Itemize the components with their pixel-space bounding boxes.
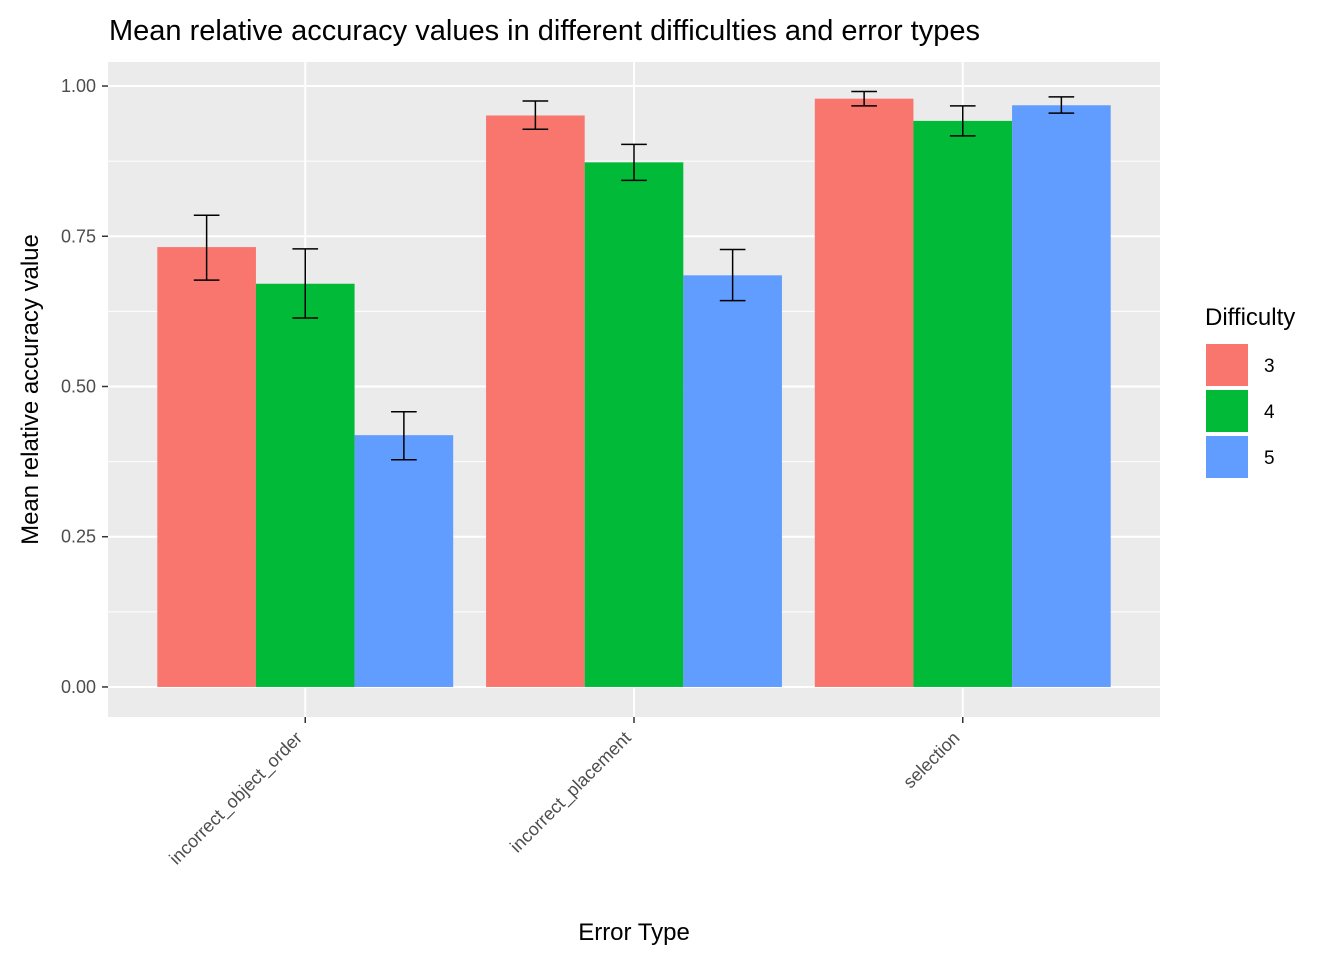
x-tick-label: selection bbox=[899, 728, 963, 792]
bar-incorrect_placement-difficulty-3 bbox=[486, 115, 585, 687]
bar-incorrect_object_order-difficulty-5 bbox=[354, 435, 454, 687]
x-axis-title: Error Type bbox=[578, 919, 690, 946]
legend-title: Difficulty bbox=[1205, 304, 1295, 331]
legend-label: 5 bbox=[1264, 448, 1275, 469]
error-bar bbox=[193, 214, 220, 281]
x-tick-label: incorrect_object_order bbox=[165, 728, 306, 869]
error-bar bbox=[1048, 96, 1075, 114]
error-bars bbox=[193, 90, 1075, 461]
error-bar bbox=[522, 100, 549, 131]
error-bar bbox=[621, 143, 647, 182]
error-bar bbox=[719, 248, 746, 302]
bar-selection-difficulty-4 bbox=[913, 120, 1013, 687]
x-tick-label: incorrect_placement bbox=[506, 728, 635, 857]
legend: Difficulty 3 4 5 bbox=[1205, 304, 1295, 478]
bar-incorrect_object_order-difficulty-4 bbox=[255, 283, 355, 687]
bar-incorrect_object_order-difficulty-3 bbox=[157, 247, 256, 687]
y-tick-label: 0.50 bbox=[61, 376, 96, 396]
y-tick-label: 0.00 bbox=[61, 677, 96, 697]
error-bar bbox=[949, 105, 976, 137]
error-bar bbox=[292, 248, 319, 319]
legend-key-4 bbox=[1206, 390, 1248, 432]
y-tick-label: 0.75 bbox=[61, 226, 96, 246]
chart-title: Mean relative accuracy values in differe… bbox=[109, 15, 980, 47]
legend-key-5 bbox=[1206, 436, 1248, 478]
bar-incorrect_placement-difficulty-4 bbox=[584, 162, 684, 687]
y-axis-title: Mean relative accuracy value bbox=[17, 234, 44, 545]
error-bar bbox=[851, 90, 877, 107]
error-bar bbox=[391, 410, 417, 461]
legend-key-3 bbox=[1206, 344, 1248, 386]
bars bbox=[157, 98, 1111, 687]
y-tick-label: 1.00 bbox=[61, 76, 96, 96]
bar-selection-difficulty-3 bbox=[814, 98, 914, 687]
x-axis: incorrect_object_order incorrect_placemen… bbox=[165, 717, 964, 869]
y-axis: 0.00 0.25 0.50 0.75 1.00 bbox=[61, 76, 108, 697]
legend-label: 3 bbox=[1264, 356, 1275, 377]
legend-label: 4 bbox=[1264, 402, 1275, 423]
y-tick-label: 0.25 bbox=[61, 527, 96, 547]
bar-selection-difficulty-5 bbox=[1012, 105, 1111, 687]
bar-incorrect_placement-difficulty-5 bbox=[683, 275, 782, 687]
